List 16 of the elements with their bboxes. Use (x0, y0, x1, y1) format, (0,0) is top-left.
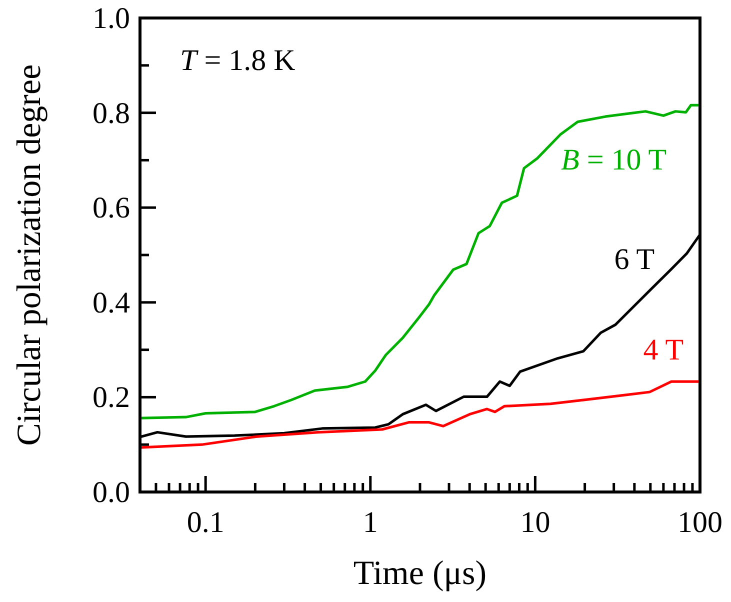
x-tick-label: 1 (362, 506, 378, 539)
series-label: 6 T (614, 243, 655, 276)
y-tick-label: 0.4 (92, 286, 130, 320)
y-axis-title: Circular polarization degree (11, 64, 48, 446)
x-axis-title: Time (μs) (353, 555, 487, 592)
y-tick-label: 0.6 (92, 192, 130, 225)
y-tick-label: 0.0 (92, 476, 130, 509)
y-tick-label: 0.8 (92, 96, 130, 130)
y-tick-label: 1.0 (92, 2, 130, 35)
series-label: 4 T (643, 333, 684, 366)
x-tick-label: 10 (520, 506, 550, 539)
x-tick-label: 100 (678, 506, 722, 539)
series-label: B = 10 T (561, 144, 667, 177)
x-tick-label: 0.1 (186, 506, 224, 539)
annotation: T = 1.8 K (180, 44, 296, 77)
y-tick-label: 0.2 (92, 381, 130, 414)
